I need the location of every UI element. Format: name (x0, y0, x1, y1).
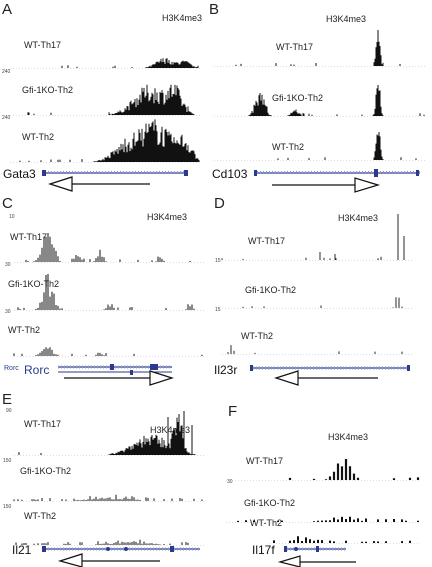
panel-c-track-2-signal (14, 274, 204, 311)
panel-b-gene-name: Cd103 (212, 167, 248, 181)
panel-f-label: F (228, 403, 237, 420)
panel-d-mark-label: H3K4me3 (338, 213, 378, 223)
panel-f-track-3-signal (270, 536, 420, 544)
panel-e-track-2-signal (13, 494, 204, 502)
panel-a-gene-model (42, 170, 188, 176)
panel-e-track-3-scale: 150 (3, 504, 12, 510)
panel-f-track-2-label: Gfi-1KO-Th2 (244, 498, 295, 508)
panel-a-gene-name: Gata3 (3, 167, 36, 181)
panel-f-track-1-label: WT-Th17 (246, 456, 283, 466)
panel-c-gene-name: Rorc (24, 363, 49, 377)
panel-b-label: B (209, 1, 219, 18)
panel-f: F H3K4me3 30 WT-Th17 Gfi-1KO-Th2 WT-Th2 … (226, 403, 420, 567)
panel-b-gene-model (254, 169, 420, 177)
panel-c-direction-arrow (64, 370, 174, 386)
panel-a-track-1-signal (10, 58, 200, 69)
panel-a-track-3-scale: 240 (2, 115, 11, 121)
panel-c-track-3-signal (13, 347, 204, 357)
panel-b-track-2-label: Gfi-1KO-Th2 (272, 93, 323, 103)
panel-e-tracks (13, 411, 204, 546)
panel-a-label: A (2, 1, 12, 18)
panel-b-track-1-label: WT-Th17 (276, 42, 313, 52)
panel-d-direction-arrow (274, 370, 378, 386)
panel-e-track-2-label: Gfi-1KO-Th2 (20, 466, 71, 476)
panel-f-track-1-scale: 30 (227, 479, 233, 485)
panel-a-track-3-label: WT-Th2 (22, 132, 54, 142)
panel-b: B H3K4me3 WT-Th17 Gfi-1KO-Th2 WT-Th2 Cd1… (209, 1, 426, 193)
panel-d-track-1-label: WT-Th17 (248, 236, 285, 246)
panel-a-track-2-signal (10, 84, 200, 116)
panel-c-track-1-scale: 10 (9, 214, 15, 220)
panel-c-track-2-scale: 30 (5, 262, 11, 268)
panel-e-track-3-label: WT-Th2 (24, 511, 56, 521)
panel-f-track-2-signal (226, 516, 420, 523)
panel-e-track-3-signal (14, 539, 204, 546)
panel-d-track-2-scale: 15 (215, 307, 221, 313)
panel-b-direction-arrow (272, 177, 381, 193)
panel-a-track-3-signal (10, 119, 200, 163)
panel-f-gene-model (284, 546, 346, 552)
panel-e-mark-label: H3K4me3 (150, 425, 190, 435)
panel-a-track-2-label: Gfi-1KO-Th2 (22, 85, 73, 95)
panel-b-tracks (214, 30, 426, 161)
panel-d-track-3-label: WT-Th2 (241, 331, 273, 341)
panel-b-track-3-label: WT-Th2 (272, 142, 304, 152)
panel-a-track-2-scale: 240 (2, 69, 11, 75)
panel-c-mark-label: H3K4me3 (147, 212, 187, 222)
panel-d-gene-name: Il23r (214, 363, 237, 377)
panel-f-mark-label: H3K4me3 (328, 432, 368, 442)
panel-c-track-3-scale: 30 (5, 309, 11, 315)
panel-d-gene-model (250, 365, 410, 371)
panel-f-track-3-label: WT-Th2 (250, 518, 282, 528)
panel-a-mark-label: H3K4me3 (162, 13, 202, 23)
panel-e-track-1-scale: 90 (6, 408, 12, 414)
panel-e-track-1-signal (14, 411, 204, 456)
panel-c-track-1-signal (14, 233, 204, 263)
panel-f-tracks (226, 459, 420, 544)
panel-f-gene-name: Il17f (252, 543, 275, 557)
panel-c-track-1-label: WT-Th17 (10, 232, 47, 242)
panel-e-direction-arrow (57, 553, 160, 567)
panel-e-track-2-scale: 150 (3, 458, 12, 464)
panel-e-gene-model (42, 546, 200, 552)
panel-c-tracks (13, 233, 204, 357)
panel-d-label: D (214, 195, 225, 212)
panel-d-track-1-signal (221, 214, 412, 261)
panel-e-gene-name: Il21 (12, 543, 32, 557)
panel-c: C H3K4me3 10 30 30 WT-Th17 Gfi-1KO-Th2 W… (2, 195, 204, 386)
panel-d-track-1-scale: 15 (215, 258, 221, 264)
panel-d-track-3-signal (222, 345, 412, 355)
panel-a-track-1-label: WT-Th17 (24, 40, 61, 50)
panel-d-track-2-label: Gfi-1KO-Th2 (245, 285, 296, 295)
panel-a-tracks (10, 58, 200, 163)
panel-e-label: E (2, 391, 12, 408)
panel-c-label: C (2, 195, 13, 212)
panel-d: D H3K4me3 15 15 WT-Th17 Gfi-1KO-Th2 WT-T… (214, 195, 412, 386)
panel-b-track-3-signal (214, 132, 426, 161)
panel-e-track-1-label: WT-Th17 (24, 419, 61, 429)
panel-a-direction-arrow (48, 176, 150, 192)
panel-a: A H3K4me3 WT-Th17 Gfi-1KO-Th2 WT-Th2 240… (2, 1, 202, 192)
panel-d-tracks (221, 214, 412, 355)
panel-b-track-1-signal (214, 30, 426, 67)
panel-b-track-2-signal (214, 85, 426, 117)
panel-f-direction-arrow (277, 555, 356, 567)
panel-d-track-2-signal (222, 297, 412, 309)
panel-e: E H3K4me3 90 150 150 WT-Th17 Gfi-1KO-Th2… (2, 391, 204, 567)
panel-f-track-1-signal (226, 459, 420, 481)
panel-c-gene-name-small: Rorc (4, 365, 19, 372)
panel-c-track-2-label: Gfi-1KO-Th2 (8, 279, 59, 289)
panel-c-track-3-label: WT-Th2 (8, 325, 40, 335)
panel-b-mark-label: H3K4me3 (326, 14, 366, 24)
